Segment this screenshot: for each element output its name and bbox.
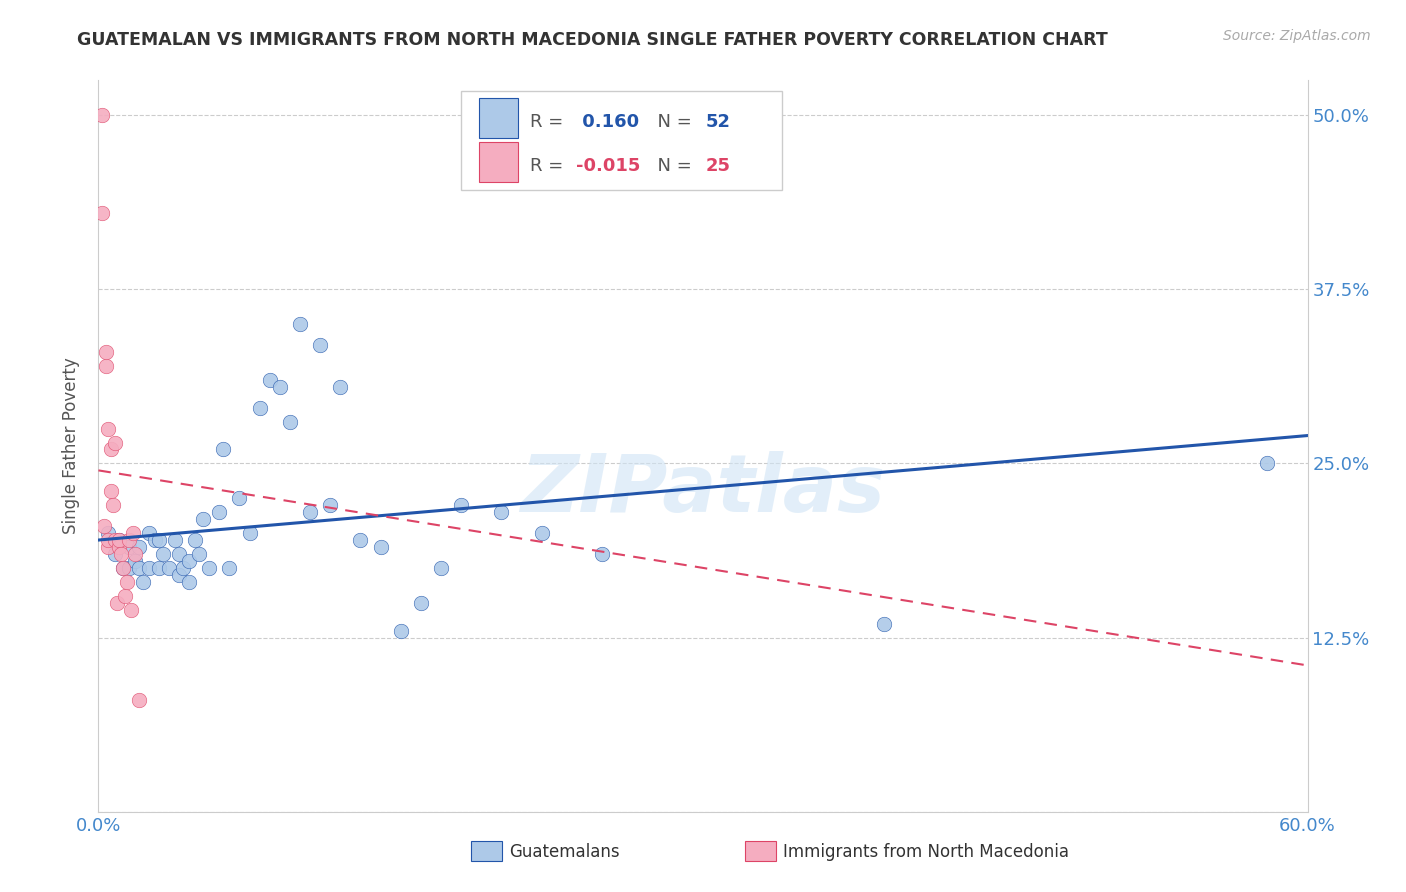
Point <box>179 574 201 589</box>
Text: 25: 25 <box>706 157 731 175</box>
Point <box>91 205 114 219</box>
Point <box>91 108 114 122</box>
Point <box>349 533 371 547</box>
Text: N =: N = <box>647 113 697 131</box>
Point <box>114 589 136 603</box>
Point <box>530 526 553 541</box>
Point <box>93 519 115 533</box>
Point <box>96 359 118 373</box>
Bar <box>479 98 517 138</box>
Point <box>1256 457 1278 471</box>
Point <box>163 533 186 547</box>
Point <box>249 401 271 415</box>
Point <box>96 345 118 359</box>
Point <box>121 526 143 541</box>
Text: N =: N = <box>647 157 697 175</box>
Point <box>97 421 120 435</box>
Point <box>128 561 150 575</box>
Point <box>389 624 412 638</box>
Point <box>591 547 613 561</box>
Point <box>167 547 190 561</box>
Point <box>239 526 262 541</box>
Point <box>132 574 155 589</box>
Point <box>319 498 342 512</box>
Point <box>120 603 142 617</box>
Point <box>269 380 291 394</box>
Text: -0.015: -0.015 <box>576 157 640 175</box>
Point <box>228 491 250 506</box>
Text: Immigrants from North Macedonia: Immigrants from North Macedonia <box>783 843 1069 861</box>
Text: R =: R = <box>530 113 569 131</box>
Bar <box>479 142 517 182</box>
Point <box>188 547 211 561</box>
Point <box>152 547 174 561</box>
Point <box>212 442 235 457</box>
Point <box>329 380 352 394</box>
Point <box>105 596 128 610</box>
Point <box>100 484 122 499</box>
Point <box>491 505 513 519</box>
Point <box>118 533 141 547</box>
Point <box>110 547 132 561</box>
Point <box>138 561 160 575</box>
Point <box>179 554 201 568</box>
Point <box>111 561 134 575</box>
Point <box>118 561 141 575</box>
Point <box>97 526 120 541</box>
Point <box>208 505 231 519</box>
Point <box>450 498 472 512</box>
Point <box>288 317 311 331</box>
Point <box>103 533 125 547</box>
Point <box>148 561 170 575</box>
Point <box>111 561 134 575</box>
Point <box>167 567 190 582</box>
Text: ZIPatlas: ZIPatlas <box>520 450 886 529</box>
Text: Guatemalans: Guatemalans <box>509 843 620 861</box>
Point <box>172 561 194 575</box>
Y-axis label: Single Father Poverty: Single Father Poverty <box>62 358 80 534</box>
Text: R =: R = <box>530 157 569 175</box>
FancyBboxPatch shape <box>461 91 782 190</box>
Point <box>278 415 301 429</box>
Point <box>430 561 453 575</box>
Point <box>128 693 150 707</box>
Point <box>124 547 146 561</box>
Point <box>198 561 221 575</box>
Point <box>873 616 896 631</box>
Point <box>128 540 150 554</box>
Point <box>101 498 124 512</box>
Point <box>107 533 129 547</box>
Point <box>148 533 170 547</box>
Point <box>138 526 160 541</box>
Point <box>107 533 129 547</box>
Point <box>184 533 207 547</box>
Text: Source: ZipAtlas.com: Source: ZipAtlas.com <box>1223 29 1371 43</box>
Point <box>409 596 432 610</box>
Point <box>97 533 120 547</box>
Text: 0.160: 0.160 <box>576 113 640 131</box>
Point <box>259 373 281 387</box>
Point <box>115 574 138 589</box>
Text: GUATEMALAN VS IMMIGRANTS FROM NORTH MACEDONIA SINGLE FATHER POVERTY CORRELATION : GUATEMALAN VS IMMIGRANTS FROM NORTH MACE… <box>77 31 1108 49</box>
Point <box>157 561 180 575</box>
Point <box>97 540 120 554</box>
Point <box>124 554 146 568</box>
Point <box>370 540 392 554</box>
Point <box>299 505 322 519</box>
Point <box>100 442 122 457</box>
Point <box>309 338 332 352</box>
Point <box>103 435 125 450</box>
Point <box>218 561 240 575</box>
Point <box>143 533 166 547</box>
Point <box>103 547 125 561</box>
Point <box>118 540 141 554</box>
Text: 52: 52 <box>706 113 731 131</box>
Point <box>193 512 215 526</box>
Point <box>107 540 129 554</box>
